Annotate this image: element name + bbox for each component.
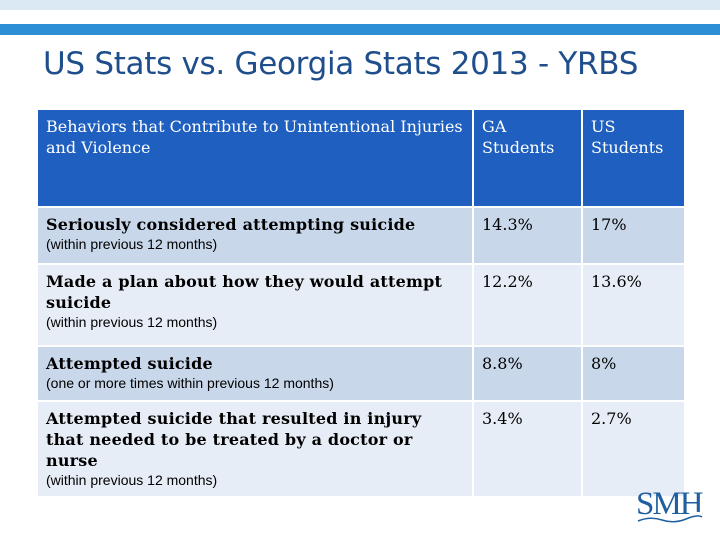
us-value: 2.7% [581,400,686,498]
header-ga-students: GA Students [472,108,583,208]
table-row: Attempted suicide that resulted in injur… [36,400,686,498]
behavior-cell: Made a plan about how they would attempt… [36,263,474,347]
behavior-note: (within previous 12 months) [46,472,218,488]
smh-logo: SMH [636,488,704,524]
table-row: Seriously considered attempting suicide … [36,206,686,265]
table-row: Attempted suicide (one or more times wit… [36,345,686,402]
us-value: 8% [581,345,686,402]
us-value: 17% [581,206,686,265]
top-accent-bar [0,24,720,35]
page-title: US Stats vs. Georgia Stats 2013 - YRBS [43,46,639,82]
ga-value: 3.4% [472,400,583,498]
stats-table: Behaviors that Contribute to Unintention… [36,108,686,498]
ga-value: 8.8% [472,345,583,402]
logo-wave-icon [637,511,704,523]
behavior-cell: Attempted suicide (one or more times wit… [36,345,474,402]
header-behaviors: Behaviors that Contribute to Unintention… [36,108,474,208]
ga-value: 14.3% [472,206,583,265]
top-stripe [0,0,720,10]
table-row: Made a plan about how they would attempt… [36,263,686,347]
behavior-label: Seriously considered attempting suicide [46,215,416,234]
table-header-row: Behaviors that Contribute to Unintention… [36,108,686,208]
us-value: 13.6% [581,263,686,347]
behavior-label: Made a plan about how they would attempt… [46,272,443,312]
behavior-cell: Attempted suicide that resulted in injur… [36,400,474,498]
ga-value: 12.2% [472,263,583,347]
behavior-cell: Seriously considered attempting suicide … [36,206,474,265]
behavior-note: (within previous 12 months) [46,236,218,252]
header-us-students: US Students [581,108,686,208]
behavior-note: (one or more times within previous 12 mo… [46,375,334,391]
behavior-label: Attempted suicide [46,354,213,373]
behavior-label: Attempted suicide that resulted in injur… [46,409,422,470]
behavior-note: (within previous 12 months) [46,314,218,330]
